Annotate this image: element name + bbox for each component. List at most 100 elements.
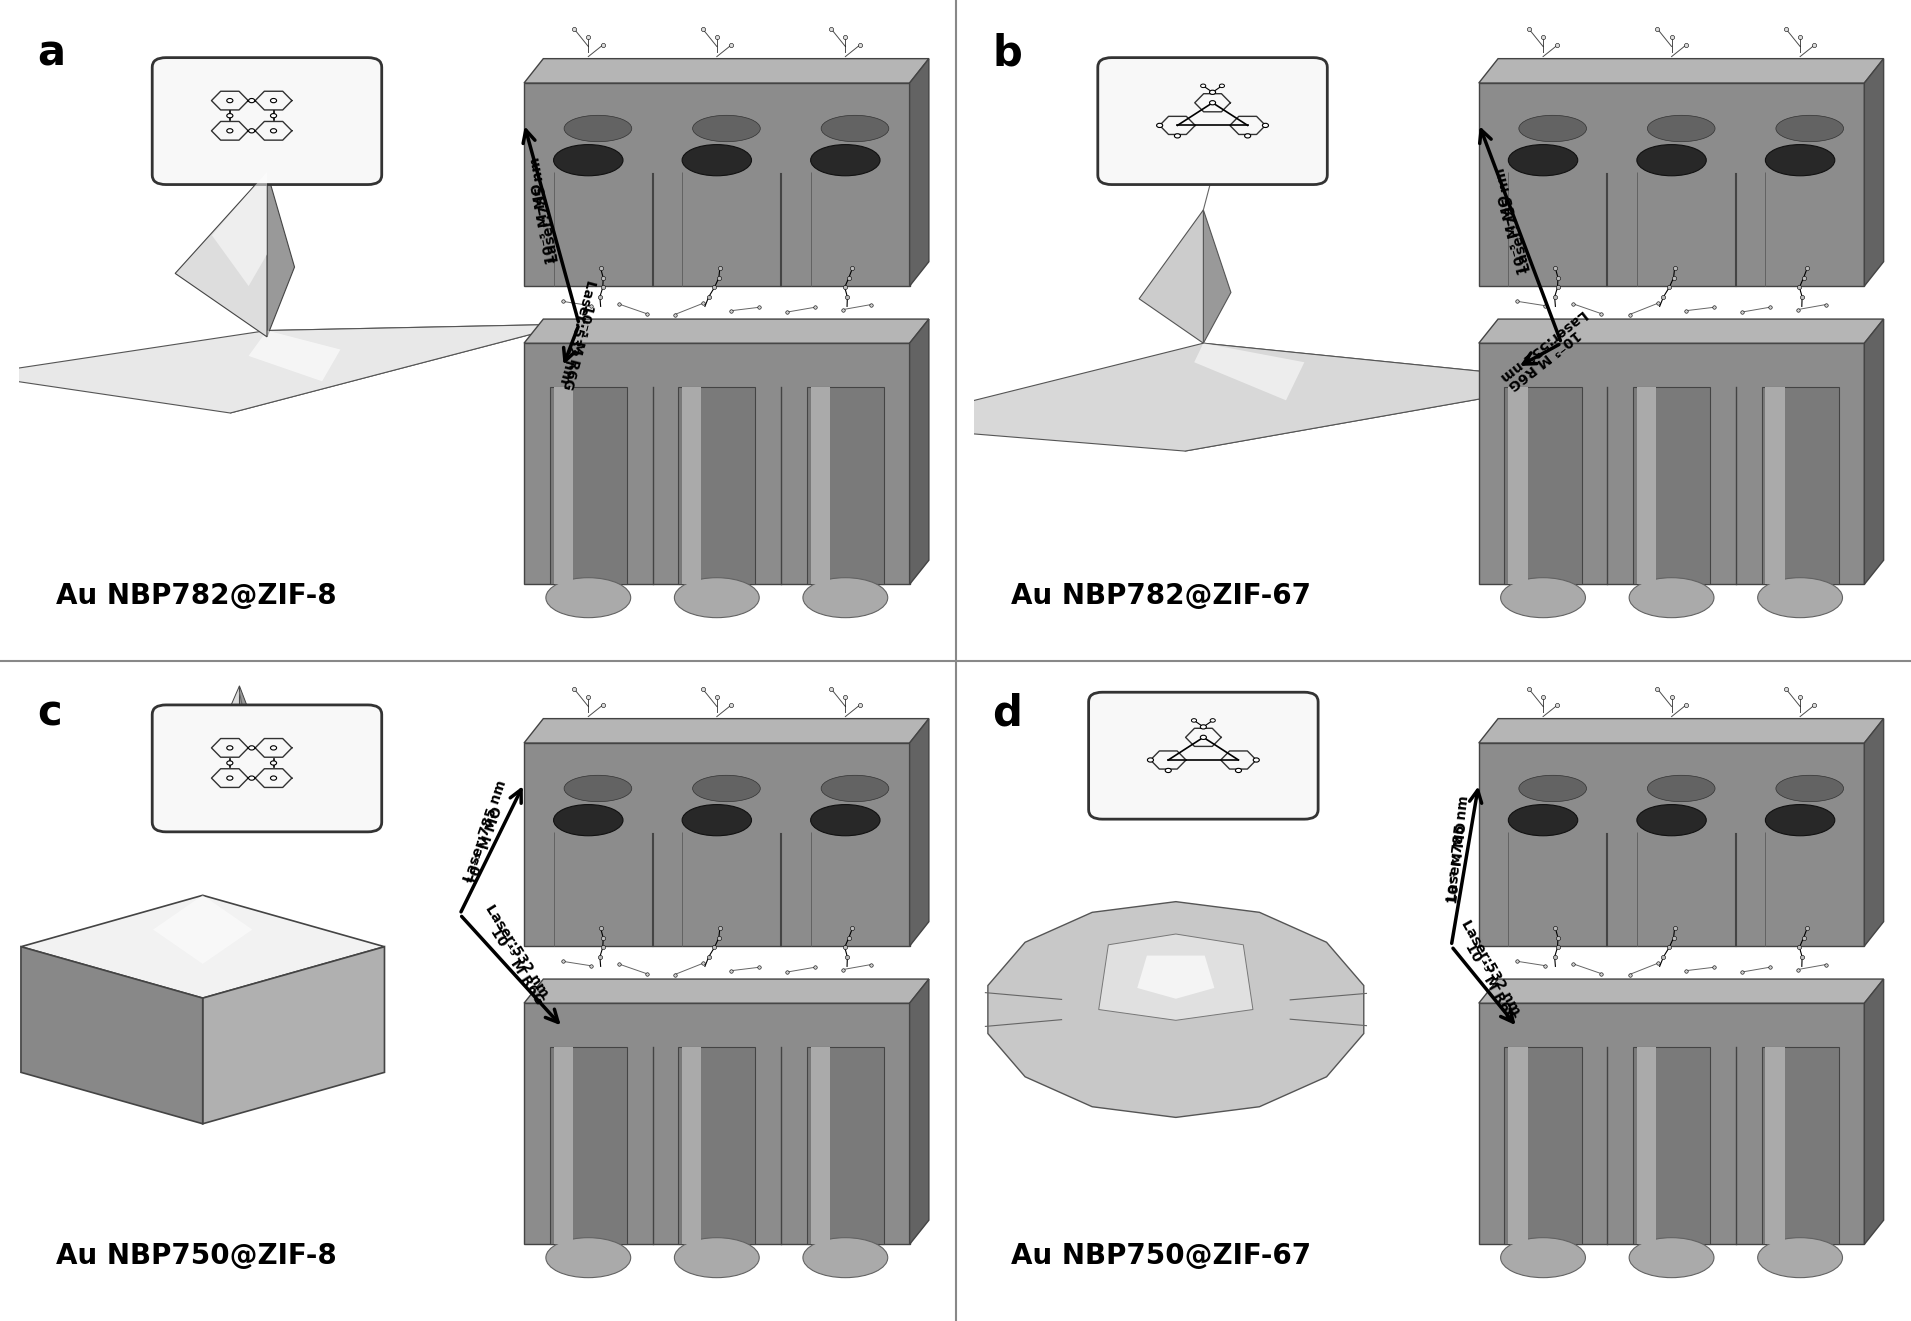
Bar	[1508, 387, 1527, 584]
Ellipse shape	[1775, 775, 1844, 802]
FancyBboxPatch shape	[153, 705, 382, 832]
Ellipse shape	[547, 1238, 631, 1277]
Ellipse shape	[810, 804, 881, 836]
Circle shape	[248, 128, 254, 133]
Polygon shape	[1865, 719, 1884, 946]
Ellipse shape	[1500, 1238, 1586, 1277]
Circle shape	[227, 746, 233, 750]
Polygon shape	[910, 979, 929, 1244]
Polygon shape	[212, 686, 239, 794]
Polygon shape	[910, 719, 929, 946]
Text: Laser:532 nm: Laser:532 nm	[1458, 917, 1523, 1017]
Polygon shape	[268, 172, 294, 337]
Ellipse shape	[1630, 577, 1714, 618]
Polygon shape	[524, 320, 929, 343]
Bar	[524, 83, 910, 287]
Bar	[1479, 83, 1865, 287]
Polygon shape	[203, 947, 384, 1124]
Ellipse shape	[1519, 775, 1586, 802]
Bar	[678, 387, 755, 584]
Bar	[1634, 1046, 1710, 1244]
Bar	[524, 742, 910, 946]
Ellipse shape	[692, 115, 761, 141]
Circle shape	[1200, 85, 1206, 87]
Bar	[550, 387, 627, 584]
Circle shape	[271, 114, 277, 118]
Circle shape	[271, 761, 277, 765]
Polygon shape	[239, 686, 262, 794]
Ellipse shape	[822, 115, 889, 141]
Circle shape	[1147, 758, 1154, 762]
Bar	[1504, 1046, 1582, 1244]
Text: d: d	[992, 692, 1022, 734]
Bar	[550, 1046, 627, 1244]
Polygon shape	[21, 947, 203, 1124]
Ellipse shape	[692, 775, 761, 802]
Circle shape	[227, 99, 233, 103]
Polygon shape	[0, 324, 569, 413]
Circle shape	[1219, 85, 1225, 87]
Bar	[554, 1046, 573, 1244]
Ellipse shape	[1647, 775, 1714, 802]
Polygon shape	[1865, 979, 1884, 1244]
Ellipse shape	[1500, 577, 1586, 618]
Polygon shape	[1479, 719, 1884, 742]
Polygon shape	[873, 343, 1580, 450]
Bar	[1762, 387, 1838, 584]
Circle shape	[1191, 719, 1196, 723]
FancyBboxPatch shape	[153, 58, 382, 185]
Ellipse shape	[1766, 144, 1835, 176]
Circle shape	[248, 775, 254, 781]
Ellipse shape	[803, 577, 889, 618]
Text: Au NBP782@ZIF-8: Au NBP782@ZIF-8	[55, 581, 336, 610]
Bar	[806, 1046, 885, 1244]
Bar	[810, 1046, 829, 1244]
Bar	[810, 387, 829, 584]
Text: 10⁻⁵ M R6G: 10⁻⁵ M R6G	[1462, 941, 1517, 1024]
Text: c: c	[38, 692, 61, 734]
Bar	[524, 1003, 910, 1244]
Ellipse shape	[682, 804, 751, 836]
Polygon shape	[1479, 979, 1884, 1003]
Bar	[806, 387, 885, 584]
Polygon shape	[524, 58, 929, 83]
Polygon shape	[1194, 343, 1305, 400]
Text: 10⁻⁵ M R6G: 10⁻⁵ M R6G	[487, 925, 547, 1007]
Text: 10⁻⁵ M MO: 10⁻⁵ M MO	[529, 182, 560, 266]
Polygon shape	[910, 320, 929, 584]
Bar	[1479, 1003, 1865, 1244]
Text: Au NBP750@ZIF-67: Au NBP750@ZIF-67	[1011, 1242, 1311, 1269]
Text: a: a	[38, 32, 65, 74]
FancyBboxPatch shape	[1097, 58, 1328, 185]
Polygon shape	[1865, 320, 1884, 584]
Ellipse shape	[1766, 804, 1835, 836]
Polygon shape	[1204, 210, 1231, 343]
Bar	[1638, 1046, 1657, 1244]
Text: 10⁻⁵ M MO: 10⁻⁵ M MO	[1447, 822, 1470, 905]
Circle shape	[1244, 133, 1250, 137]
Polygon shape	[1137, 955, 1213, 999]
Ellipse shape	[1758, 577, 1842, 618]
Text: b: b	[992, 32, 1022, 74]
Circle shape	[1235, 769, 1242, 773]
Polygon shape	[153, 896, 252, 964]
Text: 10⁻⁵ M R6G: 10⁻⁵ M R6G	[560, 303, 596, 391]
Polygon shape	[176, 172, 268, 337]
Text: Laser:785 nm: Laser:785 nm	[1445, 794, 1471, 902]
Text: Laser:532 nm: Laser:532 nm	[483, 902, 552, 1000]
Polygon shape	[910, 58, 929, 287]
Text: Au NBP750@ZIF-8: Au NBP750@ZIF-8	[55, 1242, 336, 1269]
Bar	[682, 387, 701, 584]
Polygon shape	[212, 172, 268, 287]
Circle shape	[1175, 133, 1181, 137]
Polygon shape	[1479, 58, 1884, 83]
Bar	[1479, 343, 1865, 584]
Polygon shape	[248, 330, 340, 382]
Bar	[1766, 387, 1785, 584]
Circle shape	[1200, 725, 1206, 729]
Polygon shape	[1099, 934, 1254, 1020]
Ellipse shape	[1630, 1238, 1714, 1277]
Polygon shape	[1185, 343, 1580, 450]
Bar	[1762, 1046, 1838, 1244]
Ellipse shape	[1647, 115, 1714, 141]
